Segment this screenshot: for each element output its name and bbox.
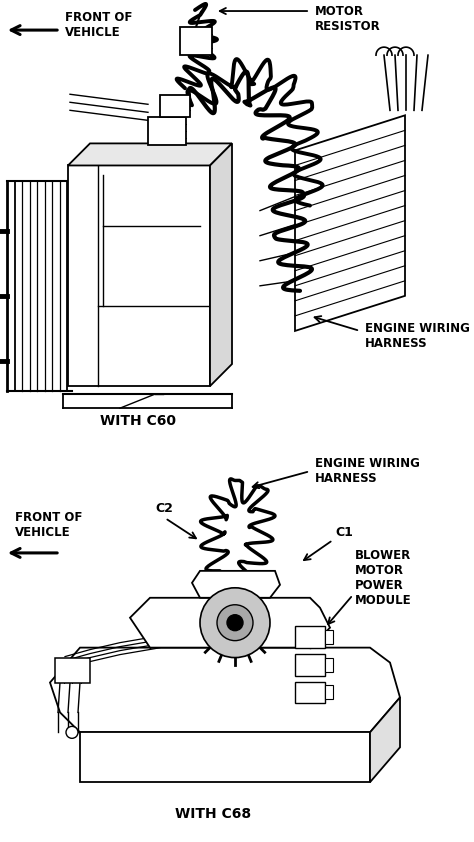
Text: BLOWER
MOTOR
POWER
MODULE: BLOWER MOTOR POWER MODULE [355, 549, 411, 607]
Circle shape [66, 727, 78, 738]
Bar [295, 653, 325, 675]
Bar [325, 630, 333, 643]
Text: WITH C60: WITH C60 [100, 414, 176, 429]
Bar [295, 626, 325, 647]
Polygon shape [210, 143, 232, 386]
Polygon shape [130, 598, 330, 647]
Text: C1: C1 [335, 526, 353, 540]
Bar [15, 180, 67, 391]
Bar [325, 658, 333, 672]
Text: TO BLOWER
MOTOR
RESISTOR: TO BLOWER MOTOR RESISTOR [315, 0, 393, 33]
Circle shape [217, 605, 253, 641]
Text: FRONT OF
VEHICLE: FRONT OF VEHICLE [65, 11, 132, 39]
Bar [68, 166, 210, 386]
Bar [160, 95, 190, 117]
Polygon shape [192, 571, 280, 598]
Text: C2: C2 [155, 502, 173, 514]
Bar [148, 117, 186, 146]
Bar [180, 27, 212, 56]
Polygon shape [50, 647, 400, 733]
Polygon shape [370, 697, 400, 782]
Text: ENGINE WIRING
HARNESS: ENGINE WIRING HARNESS [315, 457, 420, 485]
Polygon shape [80, 733, 370, 782]
Bar [295, 681, 325, 703]
Polygon shape [295, 115, 405, 331]
Text: FRONT OF
VEHICLE: FRONT OF VEHICLE [15, 511, 82, 539]
Text: WITH C68: WITH C68 [175, 807, 251, 821]
Bar [325, 685, 333, 700]
Circle shape [200, 588, 270, 658]
Bar [55, 658, 90, 683]
Polygon shape [68, 143, 232, 166]
Circle shape [227, 615, 243, 631]
Text: ENGINE WIRING
HARNESS: ENGINE WIRING HARNESS [365, 322, 470, 350]
